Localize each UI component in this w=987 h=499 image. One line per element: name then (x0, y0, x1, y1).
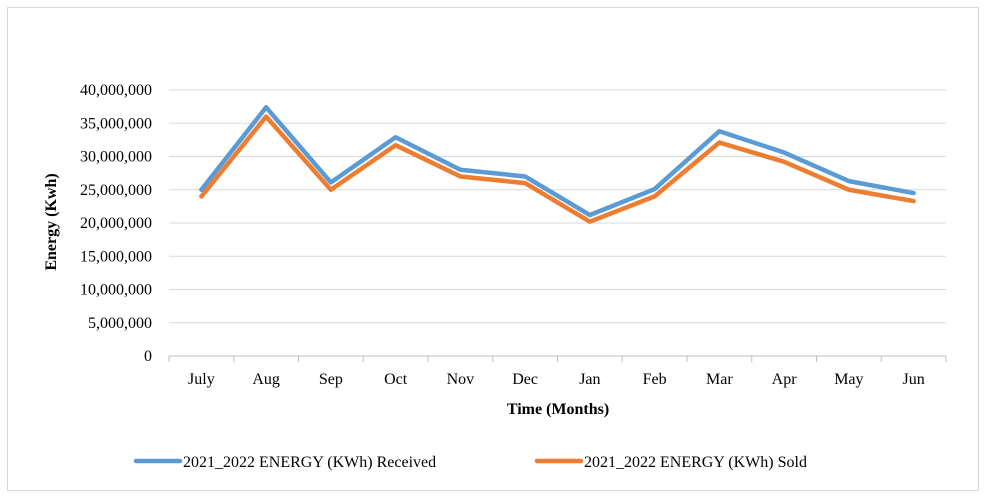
series-lines (199, 105, 916, 224)
y-tick-label: 40,000,000 (80, 82, 152, 99)
y-tick-label: 35,000,000 (80, 115, 152, 132)
legend: 2021_2022 ENERGY (KWh) Received 2021_2022… (133, 454, 807, 471)
x-tick-label: Apr (772, 371, 798, 388)
y-tick-label: 15,000,000 (80, 248, 152, 265)
x-tick-label: Jun (903, 371, 925, 388)
gridlines (169, 89, 946, 324)
legend-label: 2021_2022 ENERGY (KWh) Sold (584, 454, 807, 471)
x-tick-label: Aug (252, 371, 280, 388)
y-tick-label: 10,000,000 (80, 282, 152, 299)
y-axis-title: Energy (Kwh) (43, 173, 60, 270)
x-tick-label: Feb (643, 371, 667, 388)
x-tick-label: Jan (579, 371, 600, 388)
x-tick-label: Sep (319, 371, 343, 388)
x-tick-label: Mar (706, 371, 733, 388)
series-line-received (199, 105, 916, 218)
legend-label: 2021_2022 ENERGY (KWh) Received (183, 454, 436, 471)
y-tick-label: 5,000,000 (88, 315, 152, 332)
y-tick-label: 30,000,000 (80, 149, 152, 166)
y-tick-label: 0 (144, 348, 152, 365)
x-axis-title: Time (Months) (507, 401, 609, 418)
x-tick-label: July (188, 371, 215, 388)
x-axis (168, 355, 947, 362)
y-tick-label: 20,000,000 (80, 215, 152, 232)
y-tick-label: 25,000,000 (80, 182, 152, 199)
x-axis-ticks: July Aug Sep Oct Nov Dec Jan Feb Mar Apr May Jun (188, 371, 925, 388)
x-tick-label: Oct (384, 371, 408, 388)
chart-frame (7, 7, 979, 491)
x-tick-label: May (834, 371, 863, 388)
y-axis-ticks: 0 5,000,000 10,000,000 15,000,000 20,000,000… (80, 82, 152, 365)
series-line-sold (199, 114, 916, 224)
x-tick-label: Nov (447, 371, 475, 388)
x-tick-label: Dec (512, 371, 538, 388)
